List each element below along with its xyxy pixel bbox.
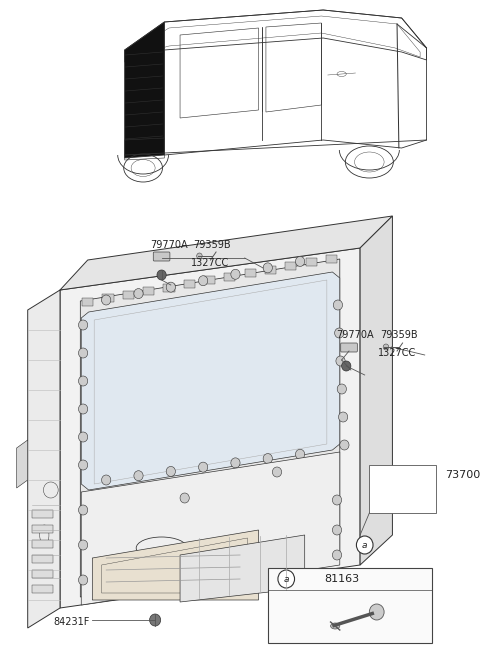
Circle shape bbox=[296, 449, 305, 459]
Polygon shape bbox=[81, 452, 340, 605]
Circle shape bbox=[79, 575, 88, 585]
Circle shape bbox=[102, 295, 111, 305]
Bar bbox=[32, 570, 53, 578]
Circle shape bbox=[332, 525, 342, 535]
Circle shape bbox=[79, 404, 88, 414]
Circle shape bbox=[278, 570, 295, 588]
Bar bbox=[32, 540, 53, 548]
Circle shape bbox=[296, 256, 305, 266]
Bar bbox=[32, 555, 53, 563]
Bar bbox=[306, 258, 317, 266]
Polygon shape bbox=[92, 530, 259, 600]
Polygon shape bbox=[180, 535, 305, 602]
Bar bbox=[184, 280, 195, 288]
Text: 79770A: 79770A bbox=[336, 330, 374, 340]
Circle shape bbox=[79, 348, 88, 358]
Polygon shape bbox=[17, 440, 28, 488]
Circle shape bbox=[79, 460, 88, 470]
Bar bbox=[143, 287, 154, 295]
Circle shape bbox=[336, 356, 345, 366]
Circle shape bbox=[263, 453, 272, 464]
Bar bbox=[123, 291, 134, 298]
Circle shape bbox=[79, 540, 88, 550]
Circle shape bbox=[166, 282, 175, 292]
Circle shape bbox=[231, 269, 240, 279]
Circle shape bbox=[166, 466, 175, 476]
Polygon shape bbox=[80, 259, 340, 597]
Circle shape bbox=[79, 376, 88, 386]
Polygon shape bbox=[360, 216, 393, 565]
Text: 79359B: 79359B bbox=[380, 330, 418, 340]
Circle shape bbox=[338, 412, 348, 422]
Bar bbox=[369, 465, 436, 513]
Circle shape bbox=[342, 361, 351, 371]
Circle shape bbox=[102, 475, 111, 485]
Circle shape bbox=[199, 276, 208, 286]
Bar bbox=[163, 283, 175, 292]
Bar bbox=[326, 255, 337, 263]
Circle shape bbox=[199, 462, 208, 472]
Text: 79770A: 79770A bbox=[150, 240, 188, 250]
Bar bbox=[268, 568, 432, 643]
Circle shape bbox=[369, 604, 384, 620]
Circle shape bbox=[134, 289, 143, 298]
Circle shape bbox=[340, 440, 349, 450]
Bar bbox=[82, 298, 93, 306]
Circle shape bbox=[150, 614, 161, 626]
Circle shape bbox=[357, 536, 373, 554]
Circle shape bbox=[337, 384, 347, 394]
Circle shape bbox=[134, 471, 143, 481]
Text: 1327CC: 1327CC bbox=[378, 348, 416, 358]
Bar bbox=[224, 273, 236, 281]
Circle shape bbox=[79, 432, 88, 442]
Text: a: a bbox=[362, 541, 368, 550]
Circle shape bbox=[79, 505, 88, 515]
Ellipse shape bbox=[331, 623, 340, 629]
Circle shape bbox=[333, 300, 343, 310]
Text: a: a bbox=[284, 575, 289, 583]
Circle shape bbox=[335, 328, 344, 338]
Circle shape bbox=[383, 344, 389, 350]
Circle shape bbox=[332, 550, 342, 560]
Circle shape bbox=[332, 495, 342, 505]
Polygon shape bbox=[28, 290, 60, 628]
Bar bbox=[32, 525, 53, 533]
Polygon shape bbox=[60, 248, 360, 608]
Bar bbox=[285, 262, 296, 270]
Text: 84231F: 84231F bbox=[54, 617, 90, 627]
Circle shape bbox=[180, 493, 189, 503]
Text: 73700: 73700 bbox=[445, 470, 480, 480]
Bar bbox=[265, 266, 276, 274]
Circle shape bbox=[79, 320, 88, 330]
Bar bbox=[103, 295, 114, 302]
Text: 1327CC: 1327CC bbox=[192, 258, 229, 268]
FancyBboxPatch shape bbox=[153, 252, 170, 261]
Text: 81163: 81163 bbox=[324, 574, 359, 584]
Circle shape bbox=[263, 263, 272, 273]
Circle shape bbox=[231, 458, 240, 468]
Text: 79359B: 79359B bbox=[193, 240, 231, 250]
Polygon shape bbox=[60, 216, 393, 290]
Circle shape bbox=[197, 253, 202, 259]
Bar bbox=[32, 585, 53, 593]
Polygon shape bbox=[81, 272, 340, 490]
FancyBboxPatch shape bbox=[341, 343, 357, 352]
Bar bbox=[32, 510, 53, 518]
Circle shape bbox=[272, 467, 282, 477]
Bar bbox=[204, 276, 215, 285]
Bar bbox=[245, 269, 256, 277]
Polygon shape bbox=[125, 22, 164, 158]
Circle shape bbox=[157, 270, 166, 280]
